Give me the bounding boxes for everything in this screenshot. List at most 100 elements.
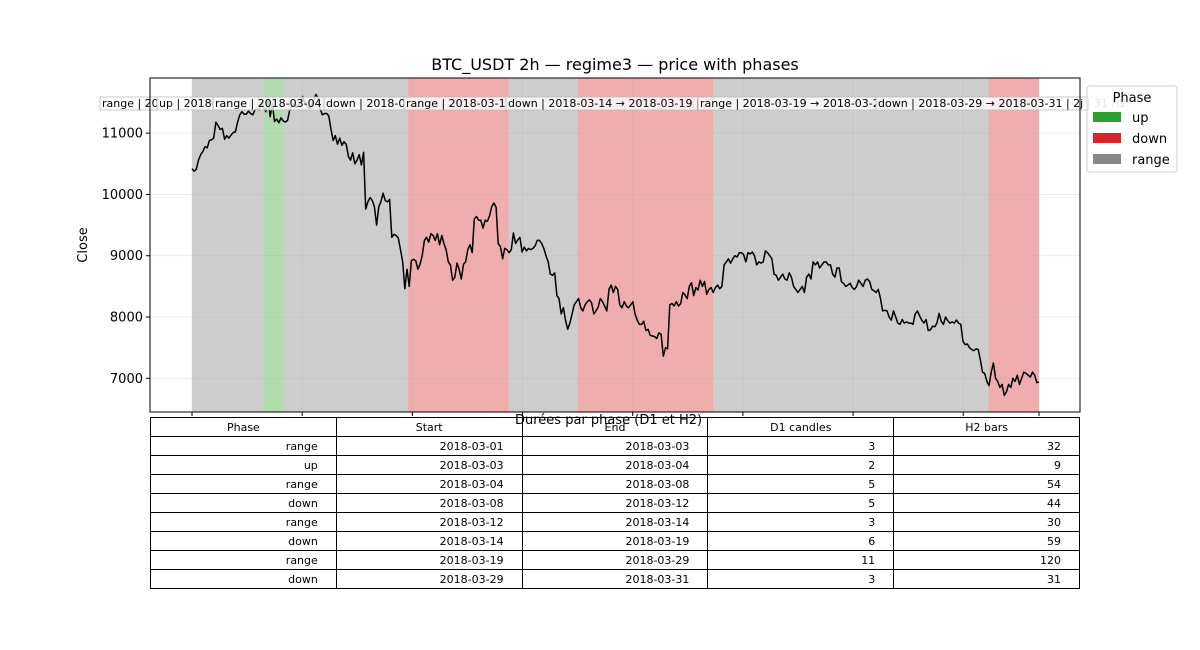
table-cell: 54 (893, 474, 1080, 494)
phase-label-text: down | 2018-03-29 → 2018-03-31 | 2j | 31… (878, 97, 1127, 110)
table-column-header: H2 bars (893, 417, 1080, 437)
table-cell: 5 (707, 493, 895, 513)
table-column-header: D1 candles (707, 417, 895, 437)
table-cell: 2018-03-03 (335, 455, 523, 475)
legend-swatch-range (1093, 154, 1121, 164)
table-cell: 2018-03-12 (521, 493, 709, 513)
table-cell: 2018-03-29 (335, 569, 523, 589)
table-cell: down (150, 569, 337, 589)
phase-labels: range | 2018-03-01 → 2018-03-03 | 3j | 3… (99, 96, 1132, 111)
table-cell: range (150, 474, 337, 494)
table-cell: 32 (893, 436, 1080, 456)
phase-band-range (508, 78, 578, 412)
y-tick-label: 11000 (102, 127, 143, 142)
table-cell: 5 (707, 474, 895, 494)
grid-lines (150, 78, 1080, 412)
table-cell: 2018-03-03 (521, 436, 709, 456)
legend: Phase up down range (1086, 85, 1178, 173)
phase-label-text: down | 2018-03-08 → 2018-03-12 | 5j | 44… (326, 97, 575, 110)
table-row: up 2018-03-03 2018-03-04 2 9 (150, 455, 1080, 475)
y-tick-label: 10000 (102, 188, 143, 203)
table-cell: range (150, 550, 337, 570)
table-row: down 2018-03-14 2018-03-19 6 59 (150, 531, 1080, 551)
table-cell: down (150, 531, 337, 551)
legend-label-range: range (1132, 153, 1170, 168)
phase-bands (192, 78, 1039, 412)
table-column-header: Start (335, 417, 523, 437)
table-row: range 2018-03-12 2018-03-14 3 30 (150, 512, 1080, 532)
table-cell: 2018-03-01 (335, 436, 523, 456)
phase-band-range (192, 78, 264, 412)
phase-band-down (988, 78, 1039, 412)
phase-label-text: range | 2018-03-01 → 2018-03-03 | 3j | 3… (102, 97, 353, 110)
table-title: Durées par phase (D1 et H2) (515, 413, 703, 428)
phase-label-text: up | 2018-03-03 → 2018-03-04 | 2j | 9 H2 (159, 97, 385, 110)
phase-label-range: range | 2018-03-19 → 2018-03-29 | 11j | … (697, 96, 965, 111)
table-cell: 2018-03-12 (335, 512, 523, 532)
legend-label-down: down (1132, 132, 1167, 147)
table-cell: 2018-03-04 (521, 455, 709, 475)
table-row: range 2018-03-01 2018-03-03 3 32 (150, 436, 1080, 456)
table-cell: 2018-03-14 (335, 531, 523, 551)
table-cell: 30 (893, 512, 1080, 532)
table-cell: 2018-03-08 (335, 493, 523, 513)
table-cell: 2018-03-08 (521, 474, 709, 494)
table-cell: 120 (893, 550, 1080, 570)
phase-band-range (283, 78, 408, 412)
table-cell: 2 (707, 455, 895, 475)
phase-label-down: down | 2018-03-08 → 2018-03-12 | 5j | 44… (323, 96, 575, 111)
table-cell: down (150, 493, 337, 513)
table-header-row: Phase Start End D1 candles H2 bars (150, 417, 1080, 437)
legend-swatch-down (1093, 133, 1121, 143)
phase-duration-table: Phase Start End D1 candles H2 bars range 2018… (150, 417, 1080, 589)
table-cell: up (150, 455, 337, 475)
table-cell: 59 (893, 531, 1080, 551)
phase-label-down: down | 2018-03-14 → 2018-03-19 | 6j | 59… (505, 96, 757, 111)
legend-swatch-up (1093, 112, 1121, 122)
y-tick-label: 7000 (110, 372, 143, 387)
table-cell: 2018-03-19 (521, 531, 709, 551)
phase-label-range: range | 2018-03-04 → 2018-03-08 | 5j | 5… (212, 96, 466, 111)
y-axis-label: Close (76, 227, 91, 262)
phase-band-up (263, 78, 284, 412)
legend-label-up: up (1132, 111, 1149, 126)
table-cell: 11 (707, 550, 895, 570)
table-cell: 31 (893, 569, 1080, 589)
phase-label-text: range | 2018-03-12 → 2018-03-14 | 3j | 3… (406, 97, 657, 110)
table-row: range 2018-03-19 2018-03-29 11 120 (150, 550, 1080, 570)
phase-label-text: range | 2018-03-04 → 2018-03-08 | 5j | 5… (215, 97, 466, 110)
phase-label-range: range | 2018-03-01 → 2018-03-03 | 3j | 3… (99, 96, 353, 111)
phase-label-down: down | 2018-03-29 → 2018-03-31 | 2j | 31… (875, 96, 1132, 111)
table-cell: 2018-03-29 (521, 550, 709, 570)
plot-frame (149, 77, 1081, 413)
table-cell: 9 (893, 455, 1080, 475)
phase-label-text: range | 2018-03-19 → 2018-03-29 | 11j | … (700, 97, 965, 110)
close-price-line (191, 93, 1040, 397)
x-axis-ticks (191, 412, 1040, 416)
table-row: down 2018-03-29 2018-03-31 3 31 (150, 569, 1080, 589)
table-cell: 2018-03-14 (521, 512, 709, 532)
table-column-header: Phase (150, 417, 337, 437)
phase-band-down (407, 78, 509, 412)
phase-band-down (577, 78, 714, 412)
table-cell: 3 (707, 569, 895, 589)
table-cell: 6 (707, 531, 895, 551)
table-cell: 3 (707, 436, 895, 456)
phase-band-range (713, 78, 989, 412)
table-cell: 2018-03-19 (335, 550, 523, 570)
table-cell: 2018-03-04 (335, 474, 523, 494)
phase-label-up: up | 2018-03-03 → 2018-03-04 | 2j | 9 H2 (156, 96, 385, 111)
table-cell: 44 (893, 493, 1080, 513)
chart-title: BTC_USDT 2h — regime3 — price with phase… (431, 55, 799, 75)
y-tick-label: 9000 (110, 249, 143, 264)
table-cell: range (150, 512, 337, 532)
y-axis-ticks: 7000 8000 9000 10000 11000 (102, 127, 150, 387)
legend-title: Phase (1113, 91, 1152, 106)
table-cell: 2018-03-31 (521, 569, 709, 589)
table-cell: range (150, 436, 337, 456)
table-row: down 2018-03-08 2018-03-12 5 44 (150, 493, 1080, 513)
phase-label-text: down | 2018-03-14 → 2018-03-19 | 6j | 59… (508, 97, 757, 110)
table-cell: 3 (707, 512, 895, 532)
y-tick-label: 8000 (110, 311, 143, 326)
